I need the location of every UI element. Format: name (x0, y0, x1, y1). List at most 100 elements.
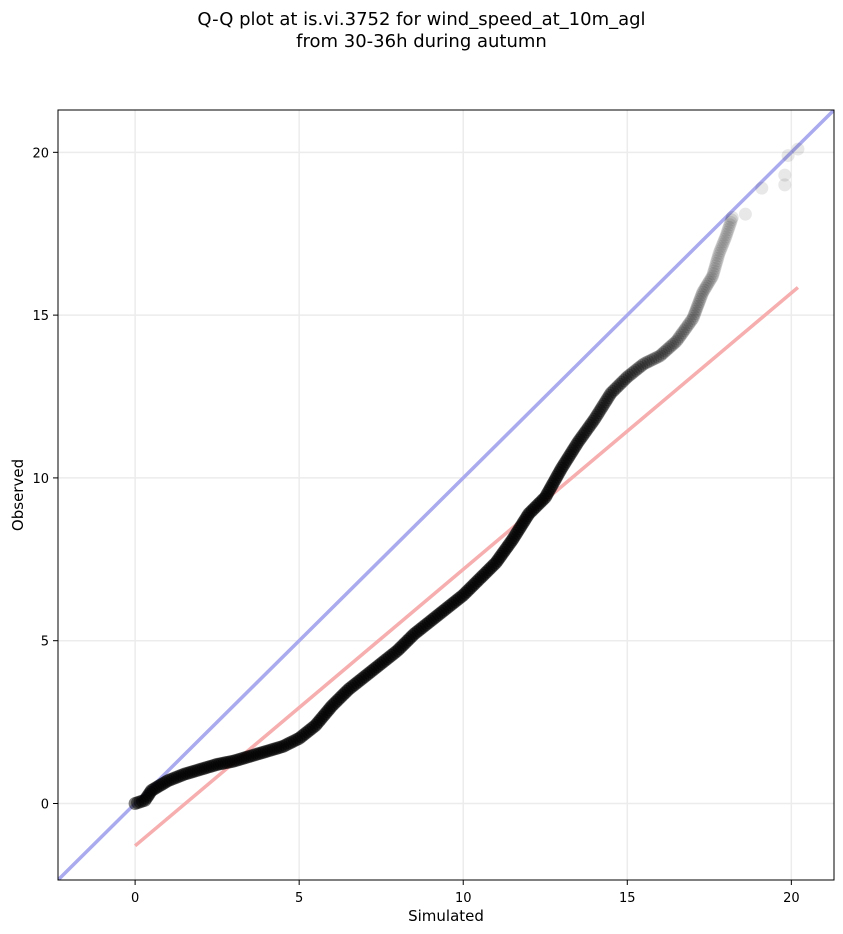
data-point (683, 316, 697, 330)
data-point (564, 446, 578, 460)
data-point (712, 246, 726, 260)
reference-line (58, 110, 834, 880)
data-point (551, 468, 565, 482)
chart-subtitle: from 30-36h during autumn (296, 31, 547, 52)
data-point (603, 388, 617, 402)
x-tick-label: 10 (455, 891, 472, 906)
data-point (719, 230, 733, 244)
data-point (722, 220, 736, 234)
data-point (615, 375, 629, 389)
data-point (590, 408, 604, 422)
data-point (693, 292, 707, 306)
data-point (674, 328, 688, 342)
data-point (720, 225, 734, 239)
data-point (716, 237, 730, 251)
data-point (695, 288, 709, 302)
y-tick-label: 0 (41, 797, 49, 812)
data-point (571, 435, 585, 449)
data-point (576, 429, 590, 443)
data-point (687, 309, 701, 323)
data-point (688, 307, 702, 321)
data-point (598, 395, 612, 409)
data-point (583, 419, 597, 433)
data-point (702, 275, 716, 289)
y-axis-label: Observed (9, 459, 27, 531)
data-point (653, 349, 667, 363)
data-point (778, 178, 792, 192)
data-point (670, 334, 684, 348)
x-tick-label: 20 (783, 891, 800, 906)
data-point (628, 363, 642, 377)
data-point (657, 346, 671, 360)
data-point (707, 264, 721, 278)
data-point (556, 459, 570, 473)
data-point (560, 452, 574, 466)
data-point (651, 350, 665, 364)
data-point (633, 360, 647, 374)
data-point (710, 254, 724, 268)
data-point (584, 416, 598, 430)
data-point (692, 295, 706, 309)
data-point (635, 359, 649, 373)
data-point (697, 283, 711, 297)
data-point (577, 427, 591, 441)
y-tick-label: 5 (41, 635, 49, 650)
data-point (689, 304, 703, 318)
data-point (677, 324, 691, 338)
data-point (778, 168, 792, 182)
data-point (706, 269, 720, 283)
data-point (568, 439, 582, 453)
data-point (586, 414, 600, 428)
data-point (701, 277, 715, 291)
grid-lines (58, 110, 834, 880)
data-point (538, 490, 552, 504)
x-tick-label: 0 (131, 891, 139, 906)
data-point (566, 444, 580, 458)
data-point (659, 344, 673, 358)
data-point (553, 463, 567, 477)
data-point (720, 228, 734, 242)
data-point (626, 365, 640, 379)
data-point (655, 347, 669, 361)
data-point (664, 339, 678, 353)
axes-frame (57, 109, 835, 881)
data-point (540, 488, 554, 502)
data-point (704, 271, 718, 285)
x-tick-label: 5 (295, 891, 303, 906)
axis-ticks: 0 5 10 15 20 0 5 10 15 20 (32, 146, 799, 906)
data-point (691, 297, 705, 311)
y-tick-label: 15 (32, 309, 49, 324)
data-point (681, 318, 695, 332)
data-point (675, 326, 689, 340)
data-point (718, 232, 732, 246)
data-point (542, 484, 556, 498)
data-point (596, 399, 610, 413)
data-point (724, 215, 738, 229)
data-point (666, 337, 680, 351)
data-point (721, 223, 735, 237)
data-point (703, 273, 717, 287)
data-point (715, 239, 729, 253)
data-point (646, 352, 660, 366)
data-point (639, 356, 653, 370)
data-point (690, 300, 704, 314)
data-point (597, 397, 611, 411)
data-point (641, 355, 655, 369)
data-point (648, 351, 662, 365)
y-tick-label: 20 (32, 146, 49, 161)
data-point (709, 259, 723, 273)
data-point (600, 393, 614, 407)
data-point (694, 290, 708, 304)
data-point (555, 461, 569, 475)
data-point (570, 437, 584, 451)
plot-lines (58, 110, 834, 880)
data-point (594, 401, 608, 415)
data-point (711, 249, 725, 263)
data-point (547, 475, 561, 489)
data-point (574, 431, 588, 445)
data-point (557, 457, 571, 471)
data-point (713, 244, 727, 258)
data-point (717, 235, 731, 249)
data-point (587, 412, 601, 426)
